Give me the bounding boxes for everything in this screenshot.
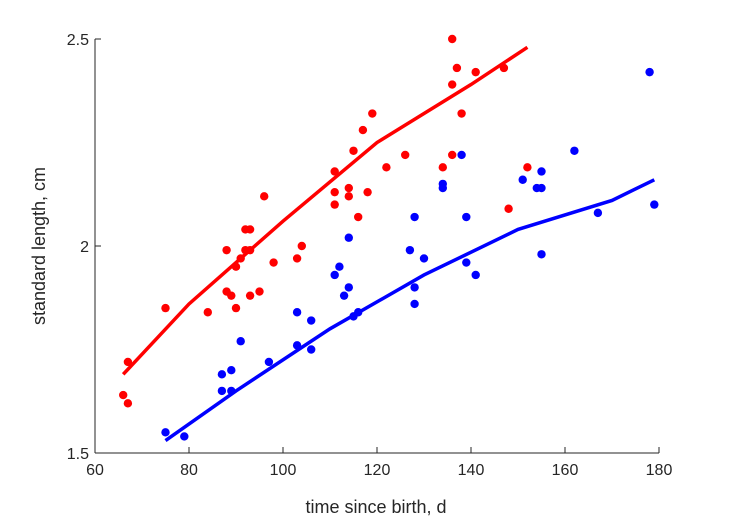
data-point bbox=[227, 366, 236, 375]
data-point bbox=[457, 109, 466, 118]
data-point bbox=[537, 250, 546, 259]
plot-area bbox=[119, 34, 659, 443]
data-point bbox=[452, 63, 462, 73]
data-point bbox=[123, 399, 133, 408]
data-point bbox=[358, 125, 368, 135]
x-tick-label: 60 bbox=[86, 462, 104, 479]
fit-curve bbox=[164, 178, 656, 443]
data-point bbox=[264, 357, 274, 367]
data-point bbox=[344, 283, 353, 292]
data-point bbox=[245, 291, 255, 300]
data-point bbox=[518, 175, 527, 184]
data-point bbox=[307, 345, 316, 354]
data-point bbox=[471, 270, 480, 280]
series-0 bbox=[119, 34, 532, 408]
data-point bbox=[292, 254, 302, 263]
data-point bbox=[344, 233, 353, 242]
data-point bbox=[180, 432, 189, 441]
data-point bbox=[227, 291, 236, 300]
data-point bbox=[462, 212, 471, 222]
data-point bbox=[330, 200, 339, 209]
axes: 60 80 100 120 140 160 180 1.5 2 2.5 bbox=[67, 32, 673, 479]
data-point bbox=[650, 200, 659, 209]
data-point bbox=[344, 192, 353, 201]
data-point bbox=[448, 80, 457, 89]
data-point bbox=[410, 212, 419, 222]
data-point bbox=[255, 287, 264, 296]
y-tick-label: 1.5 bbox=[67, 446, 89, 463]
data-point bbox=[537, 183, 546, 193]
data-point bbox=[236, 337, 245, 346]
data-point bbox=[269, 258, 278, 267]
data-point bbox=[161, 303, 170, 313]
x-tick-label: 180 bbox=[646, 462, 673, 479]
data-point bbox=[335, 262, 344, 271]
data-point bbox=[410, 299, 419, 309]
data-point bbox=[245, 225, 255, 234]
data-point bbox=[593, 208, 603, 218]
data-point bbox=[448, 150, 457, 160]
x-tick-label: 160 bbox=[552, 462, 579, 479]
data-point bbox=[203, 308, 212, 317]
data-point bbox=[419, 254, 429, 263]
data-point bbox=[401, 150, 410, 160]
data-point bbox=[438, 183, 447, 193]
y-tick-label: 2 bbox=[80, 239, 89, 256]
data-point bbox=[645, 67, 654, 77]
series-1 bbox=[161, 67, 659, 443]
data-point bbox=[222, 245, 231, 255]
data-point bbox=[217, 386, 227, 396]
data-point bbox=[339, 291, 349, 300]
data-point bbox=[292, 308, 302, 317]
data-point bbox=[330, 167, 339, 176]
data-point bbox=[471, 67, 480, 77]
x-axis-label: time since birth, d bbox=[305, 497, 446, 517]
x-tick-label: 100 bbox=[270, 462, 297, 479]
data-point bbox=[448, 34, 457, 44]
data-point bbox=[410, 283, 419, 292]
x-tick-label: 140 bbox=[458, 462, 485, 479]
data-point bbox=[231, 303, 241, 313]
data-point bbox=[123, 357, 133, 367]
data-point bbox=[260, 192, 269, 201]
data-point bbox=[344, 183, 353, 193]
fit-curve bbox=[121, 45, 529, 376]
data-point bbox=[537, 167, 546, 176]
data-point bbox=[161, 428, 170, 437]
x-tick-label: 120 bbox=[364, 462, 391, 479]
data-point bbox=[382, 163, 391, 172]
x-tick-label: 80 bbox=[180, 462, 198, 479]
data-point bbox=[307, 316, 316, 325]
data-point bbox=[217, 370, 227, 379]
data-point bbox=[349, 146, 358, 155]
data-point bbox=[119, 390, 128, 400]
data-point bbox=[570, 146, 579, 155]
data-point bbox=[297, 241, 306, 251]
y-axis-label: standard length, cm bbox=[29, 167, 49, 325]
data-point bbox=[330, 187, 339, 197]
data-point bbox=[363, 187, 372, 197]
data-point bbox=[523, 163, 532, 172]
data-point bbox=[457, 150, 466, 160]
data-point bbox=[438, 163, 447, 172]
data-point bbox=[462, 258, 471, 267]
data-point bbox=[504, 204, 513, 213]
data-point bbox=[405, 245, 415, 255]
data-point bbox=[354, 212, 363, 222]
y-tick-label: 2.5 bbox=[67, 32, 89, 49]
data-point bbox=[330, 270, 339, 280]
data-point bbox=[368, 109, 377, 118]
